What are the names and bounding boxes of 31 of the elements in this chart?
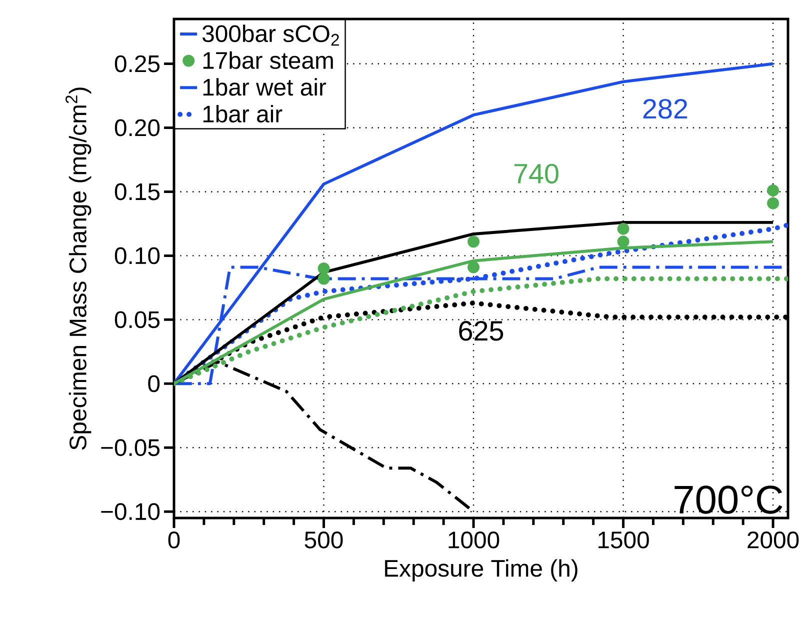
- point: [468, 261, 480, 274]
- y-tick-label: −0.05: [101, 439, 160, 456]
- point: [318, 272, 330, 285]
- x-tick-label: 2000: [748, 531, 799, 548]
- point: [617, 236, 630, 248]
- annotation: 740: [514, 164, 558, 184]
- x-axis-title: Exposure Time (h): [385, 559, 578, 582]
- y-tick-label: 0.10: [114, 247, 160, 264]
- point: [767, 184, 780, 196]
- annotation: 625: [459, 321, 504, 341]
- annotation: 700°C: [674, 486, 782, 514]
- y-tick-label: 0: [148, 375, 160, 392]
- x-tick-label: 0: [168, 531, 180, 548]
- point: [767, 197, 780, 210]
- y-tick-label: 0.15: [114, 183, 160, 200]
- legend-label: 17bar steam: [203, 51, 333, 69]
- y-tick-label: 0.20: [114, 119, 160, 136]
- point: [318, 262, 330, 274]
- legend-label: 1bar air: [203, 104, 282, 123]
- x-tick-label: 500: [304, 531, 343, 548]
- legend-label: 1bar wet air: [203, 78, 326, 96]
- y-axis-title: Specimen Mass Change (mg/cm$^{2}$): [66, 88, 92, 450]
- point: [617, 222, 630, 235]
- point: [468, 236, 480, 248]
- y-tick-label: 0.25: [114, 55, 160, 72]
- y-tick-label: 0.05: [114, 311, 160, 328]
- annotation: 282: [643, 98, 688, 119]
- y-tick-label: −0.10: [101, 503, 160, 520]
- x-tick-label: 1500: [598, 531, 649, 548]
- x-tick-label: 1000: [448, 531, 500, 548]
- legend-label: 300bar sCO$_{2}$: [202, 24, 339, 46]
